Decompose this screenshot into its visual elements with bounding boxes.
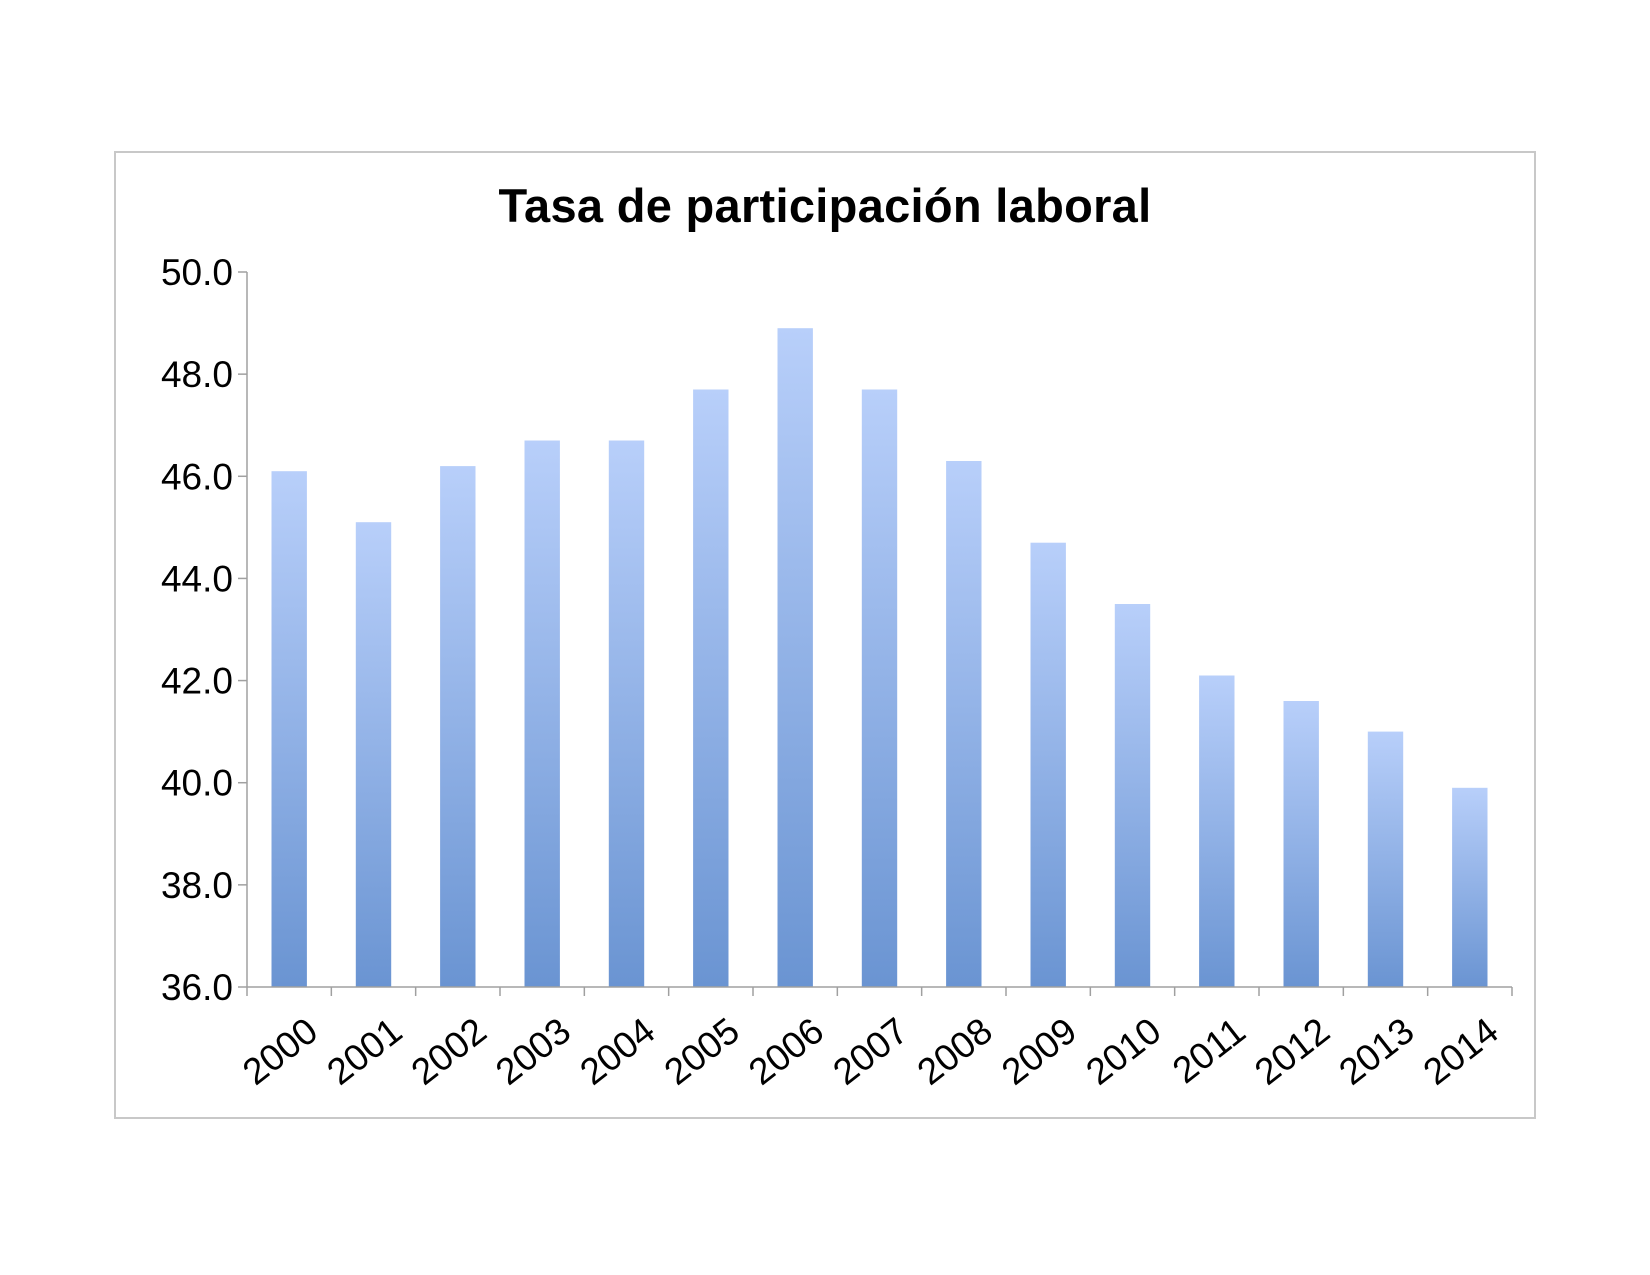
bar-2001 [355, 522, 392, 987]
x-tick-label-2014: 2014 [1416, 1010, 1506, 1093]
y-tick-label: 48.0 [161, 354, 233, 395]
bar-2013 [1367, 731, 1404, 987]
bar-2014 [1452, 787, 1488, 987]
x-tick-label-2005: 2005 [657, 1010, 747, 1093]
bar-2004 [608, 440, 645, 987]
bar-2012 [1283, 701, 1319, 987]
bar-2009 [1030, 542, 1066, 987]
x-tick-label-2009: 2009 [994, 1010, 1084, 1093]
x-tick-label-2008: 2008 [910, 1010, 1000, 1093]
chart-title: Tasa de participación laboral [498, 179, 1152, 232]
x-tick-label-2000: 2000 [235, 1010, 325, 1093]
x-tick-label-2001: 2001 [319, 1010, 409, 1093]
x-tick-label-2011: 2011 [1165, 1010, 1253, 1091]
y-tick-label: 44.0 [161, 558, 233, 599]
bars-layer [271, 328, 1488, 988]
bar-2000 [271, 471, 307, 987]
bar-2002 [440, 466, 476, 988]
x-tick-label-2010: 2010 [1078, 1010, 1168, 1093]
bar-2003 [524, 440, 560, 987]
x-tick-label-2003: 2003 [488, 1010, 578, 1093]
y-tick-label: 36.0 [161, 967, 233, 1008]
x-tick-label-2007: 2007 [825, 1010, 915, 1093]
x-tick-label-2006: 2006 [741, 1010, 831, 1093]
bar-2008 [946, 461, 982, 987]
bar-2006 [777, 328, 813, 987]
axes-layer [238, 271, 1513, 996]
y-tick-label: 46.0 [161, 456, 233, 497]
y-tick-label: 42.0 [161, 661, 233, 702]
bar-2005 [693, 389, 729, 987]
y-tick-label: 50.0 [161, 252, 233, 293]
bar-2010 [1114, 604, 1151, 987]
y-tick-label: 38.0 [161, 865, 233, 906]
bar-2007 [861, 389, 898, 987]
y-tick-label: 40.0 [161, 763, 233, 804]
x-tick-label-2004: 2004 [572, 1010, 662, 1093]
bar-2011 [1199, 675, 1235, 987]
x-tick-label-2013: 2013 [1331, 1010, 1421, 1093]
x-tick-label-2002: 2002 [404, 1010, 494, 1093]
x-tick-label-2012: 2012 [1247, 1010, 1337, 1093]
